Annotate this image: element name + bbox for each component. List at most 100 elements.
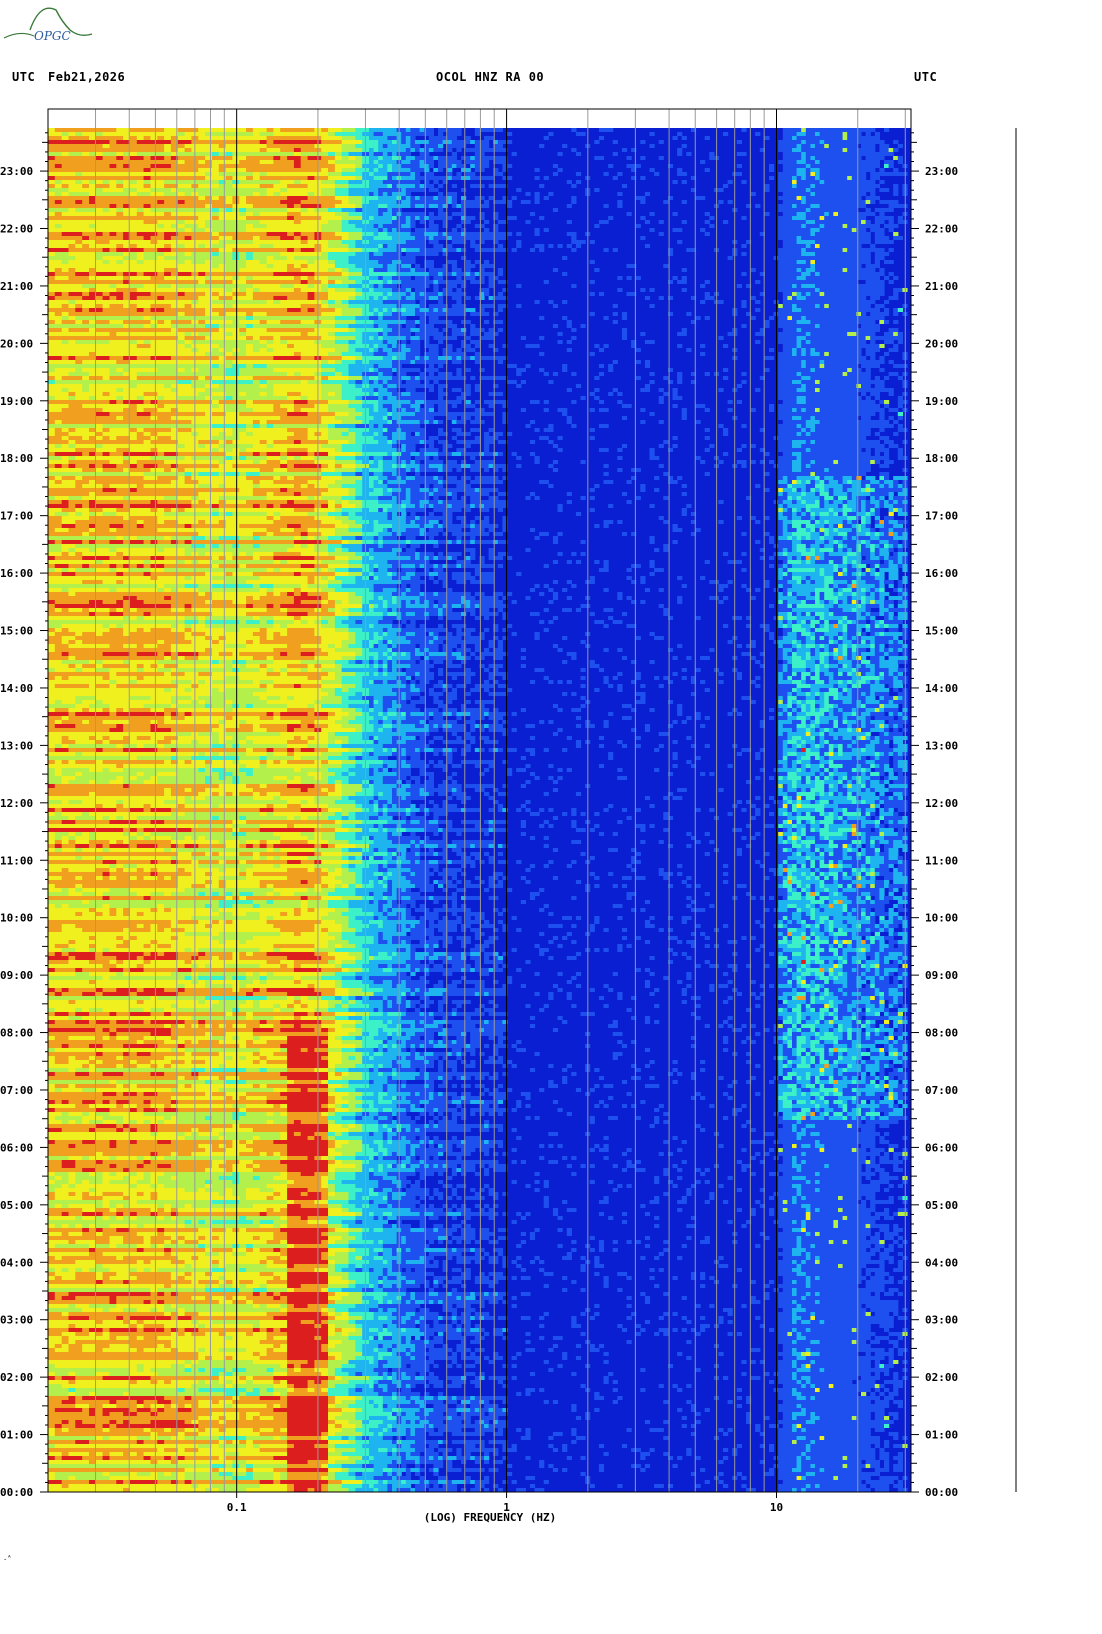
heatmap-cell	[815, 252, 821, 256]
heatmap-cell	[184, 272, 192, 276]
heatmap-cell	[782, 236, 788, 240]
heatmap-cell	[321, 264, 329, 268]
heatmap-cell	[130, 176, 138, 180]
heatmap-cell	[273, 328, 281, 332]
heatmap-cell	[82, 228, 90, 232]
heatmap-cell	[307, 204, 315, 208]
heatmap-cell	[493, 184, 499, 188]
heatmap-cell	[136, 228, 145, 232]
heatmap-cell	[130, 272, 138, 276]
heatmap-cell	[382, 136, 388, 140]
heatmap-cell	[497, 268, 503, 272]
heatmap-cell	[348, 268, 356, 272]
heatmap-cell	[328, 256, 336, 260]
heatmap-cell	[401, 304, 407, 308]
heatmap-cell	[170, 252, 179, 256]
heatmap-cell	[300, 220, 309, 224]
heatmap-cell	[415, 280, 421, 284]
heatmap-cell	[184, 200, 192, 204]
heatmap-cell	[130, 244, 138, 248]
heatmap-cell	[170, 248, 179, 252]
heatmap-cell	[838, 252, 844, 256]
heatmap-cell	[75, 252, 83, 256]
heatmap-cell	[259, 180, 268, 184]
heatmap-cell	[810, 244, 816, 248]
heatmap-cell	[293, 284, 302, 288]
heatmap-cell	[177, 252, 186, 256]
heatmap-cell	[493, 240, 499, 244]
heatmap-cell	[828, 316, 834, 320]
heatmap-cell	[815, 192, 821, 196]
heatmap-cell	[801, 128, 807, 132]
heatmap-cell	[824, 256, 830, 260]
heatmap-cell	[415, 232, 421, 236]
heatmap-cell	[369, 304, 375, 308]
heatmap-cell	[474, 296, 480, 300]
heatmap-cell	[415, 188, 421, 192]
heatmap-cell	[750, 316, 756, 320]
heatmap-cell	[239, 200, 247, 204]
heatmap-cell	[382, 320, 388, 324]
heatmap-cell	[89, 240, 97, 244]
heatmap-cell	[136, 220, 145, 224]
heatmap-cell	[594, 224, 600, 228]
heatmap-cell	[259, 184, 268, 188]
heatmap-cell	[502, 160, 508, 164]
heatmap-cell	[433, 280, 439, 284]
heatmap-cell	[68, 264, 76, 268]
heatmap-cell	[109, 252, 117, 256]
heatmap-cell	[824, 232, 830, 236]
heatmap-cell	[782, 152, 788, 156]
heatmap-cell	[116, 244, 124, 248]
heatmap-cell	[392, 232, 398, 236]
heatmap-cell	[865, 224, 871, 228]
heatmap-cell	[382, 232, 388, 236]
heatmap-cell	[562, 316, 568, 320]
heatmap-cell	[810, 204, 816, 208]
heatmap-cell	[525, 220, 531, 224]
heatmap-cell	[198, 296, 206, 300]
heatmap-cell	[787, 316, 793, 320]
heatmap-cell	[252, 144, 261, 148]
heatmap-cell	[198, 128, 206, 132]
heatmap-cell	[232, 192, 240, 196]
heatmap-cell	[382, 252, 388, 256]
heatmap-cell	[824, 288, 830, 292]
heatmap-cell	[401, 164, 407, 168]
heatmap-cell	[378, 304, 384, 308]
heatmap-cell	[246, 300, 254, 304]
heatmap-cell	[870, 300, 876, 304]
heatmap-cell	[488, 184, 494, 188]
heatmap-cell	[102, 232, 110, 236]
heatmap-cell	[741, 180, 747, 184]
heatmap-cell	[123, 248, 131, 252]
heatmap-cell	[801, 280, 807, 284]
heatmap-cell	[198, 144, 206, 148]
heatmap-cell	[68, 284, 76, 288]
heatmap-cell	[82, 332, 90, 336]
heatmap-cell	[225, 280, 233, 284]
heatmap-cell	[488, 196, 494, 200]
heatmap-cell	[321, 256, 329, 260]
heatmap-cell	[801, 300, 807, 304]
heatmap-cell	[488, 156, 494, 160]
heatmap-cell	[116, 132, 124, 136]
heatmap-cell	[211, 232, 220, 236]
heatmap-cell	[321, 312, 329, 316]
heatmap-cell	[815, 152, 821, 156]
heatmap-cell	[851, 184, 857, 188]
heatmap-cell	[75, 148, 83, 152]
heatmap-cell	[177, 136, 186, 140]
heatmap-cell	[61, 156, 70, 160]
heatmap-cell	[847, 316, 853, 320]
heatmap-cell	[170, 300, 179, 304]
heatmap-cell	[828, 132, 834, 136]
heatmap-cell	[392, 300, 398, 304]
heatmap-cell	[493, 248, 499, 252]
heatmap-cell	[293, 180, 302, 184]
heatmap-cell	[819, 316, 825, 320]
heatmap-cell	[764, 184, 770, 188]
heatmap-cell	[833, 292, 839, 296]
heatmap-cell	[225, 296, 233, 300]
heatmap-cell	[266, 156, 274, 160]
